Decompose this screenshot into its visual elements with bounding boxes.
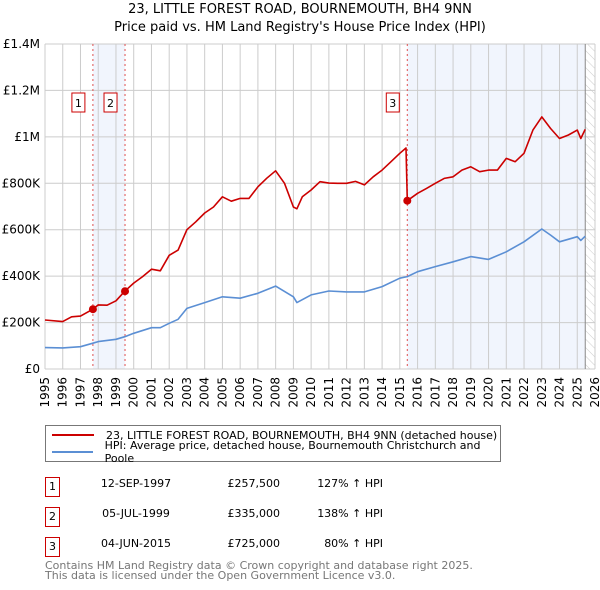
y-tick-label: £600K xyxy=(2,223,42,237)
legend-swatch-red xyxy=(52,434,94,436)
x-tick-label: 2024 xyxy=(553,377,567,408)
sale-hpi-diff: 138% ↑ HPI xyxy=(317,507,383,520)
hpi-line xyxy=(44,228,586,349)
sale-badge: 2 xyxy=(45,507,60,527)
future-hatch xyxy=(585,44,595,369)
legend-label: HPI: Average price, detached house, Bour… xyxy=(104,439,481,465)
x-tick-label: 2020 xyxy=(482,377,496,408)
x-tick-label: 1995 xyxy=(38,377,52,408)
sale-badge xyxy=(103,92,118,113)
legend-swatch-blue xyxy=(52,451,93,453)
sale-price: £257,500 xyxy=(227,477,281,490)
sale-badge xyxy=(71,92,86,113)
sale-badge: 3 xyxy=(45,537,60,557)
x-tick-label: 1996 xyxy=(56,377,70,408)
property-price-line xyxy=(44,116,586,323)
x-tick-label: 1998 xyxy=(91,377,105,408)
sale-badge: 1 xyxy=(45,477,60,497)
x-tick-label: 2010 xyxy=(304,377,318,408)
sale-point xyxy=(88,305,97,314)
sale-row: 3 04-JUN-2015 £725,000 80% ↑ HPI xyxy=(45,534,505,557)
sale-badge-label: 2 xyxy=(107,97,114,110)
sale-point xyxy=(121,287,130,296)
x-tick-label: 2025 xyxy=(570,377,584,408)
chart-title: 23, LITTLE FOREST ROAD, BOURNEMOUTH, BH4… xyxy=(128,2,472,17)
x-tick-label: 2014 xyxy=(375,377,389,408)
x-tick-label: 2004 xyxy=(198,377,212,408)
plot-area: 1995 1996 1997 1998 1999 2000 2001 2002 2003 2004… xyxy=(2,37,600,408)
sale-date: 04-JUN-2015 xyxy=(100,537,172,550)
footer-licence: This data is licensed under the Open Gov… xyxy=(45,569,396,582)
sale-badge xyxy=(385,92,400,113)
x-tick-label: 2012 xyxy=(340,377,354,408)
x-tick-label: 2019 xyxy=(464,377,478,408)
x-tick-label: 2003 xyxy=(180,377,194,408)
x-tick-label: 2022 xyxy=(517,377,531,408)
sale-point xyxy=(403,196,412,205)
x-tick-label: 1999 xyxy=(109,377,123,408)
legend-item-hpi: HPI: Average price, detached house, Bour… xyxy=(46,439,500,465)
x-tick-label: 2000 xyxy=(127,377,141,408)
y-tick-label: £1.4M xyxy=(3,37,40,51)
x-tick-label: 2006 xyxy=(233,377,247,408)
shaded-period xyxy=(407,44,586,369)
x-tick-label: 2002 xyxy=(162,377,176,408)
y-tick-label: £800K xyxy=(2,176,42,190)
x-tick-label: 2023 xyxy=(535,377,549,408)
legend-item-property: 23, LITTLE FOREST ROAD, BOURNEMOUTH, BH4… xyxy=(46,427,497,443)
x-tick-label: 2009 xyxy=(286,377,300,408)
x-tick-label: 2007 xyxy=(251,377,265,408)
x-tick-label: 2016 xyxy=(411,377,425,408)
sale-date: 12-SEP-1997 xyxy=(100,477,172,490)
x-tick-label: 2021 xyxy=(499,377,513,408)
y-tick-label: £1.2M xyxy=(3,83,40,97)
sale-price: £335,000 xyxy=(227,507,281,520)
footer-copyright: Contains HM Land Registry data © Crown c… xyxy=(45,559,473,572)
x-tick-label: 2008 xyxy=(269,377,283,408)
sale-date: 05-JUL-1999 xyxy=(102,507,170,520)
x-tick-label: 2011 xyxy=(322,377,336,408)
x-tick-label: 2005 xyxy=(215,377,229,408)
sale-price: £725,000 xyxy=(227,537,281,550)
y-tick-label: £200K xyxy=(2,316,42,330)
y-tick-label: £0 xyxy=(25,362,40,376)
legend: 23, LITTLE FOREST ROAD, BOURNEMOUTH, BH4… xyxy=(45,425,501,465)
sale-row: 2 05-JUL-1999 £335,000 138% ↑ HPI xyxy=(45,504,505,527)
sale-badge-label: 3 xyxy=(389,97,396,110)
sale-badge-label: 1 xyxy=(75,97,82,110)
sale-hpi-diff: 80% ↑ HPI xyxy=(324,537,383,550)
legend-label: 23, LITTLE FOREST ROAD, BOURNEMOUTH, BH4… xyxy=(106,428,498,442)
x-tick-label: 2017 xyxy=(428,377,442,408)
sale-row: 1 12-SEP-1997 £257,500 127% ↑ HPI xyxy=(45,474,505,497)
chart-subtitle: Price paid vs. HM Land Registry's House … xyxy=(114,20,486,35)
sale-hpi-diff: 127% ↑ HPI xyxy=(317,477,383,490)
y-tick-label: £1M xyxy=(14,130,40,144)
x-tick-label: 2001 xyxy=(144,377,158,408)
y-tick-label: £400K xyxy=(2,269,42,283)
x-tick-label: 2013 xyxy=(357,377,371,408)
x-tick-label: 2026 xyxy=(588,377,600,408)
x-tick-label: 1997 xyxy=(73,377,87,408)
x-tick-label: 2018 xyxy=(446,377,460,408)
x-tick-label: 2015 xyxy=(393,377,407,408)
